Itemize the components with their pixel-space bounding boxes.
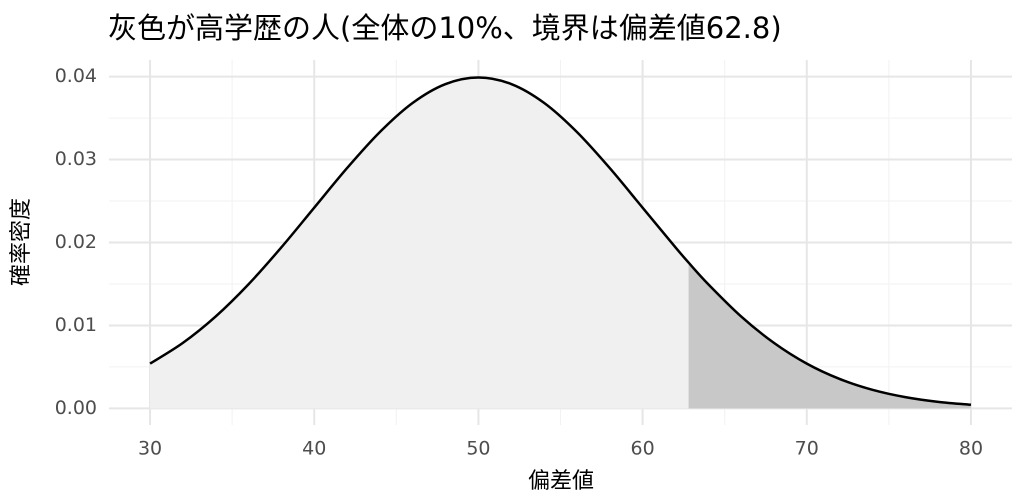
x-tick-label: 80 <box>959 438 983 460</box>
x-axis-title: 偏差値 <box>528 469 594 494</box>
chart-title: 灰色が高学歴の人(全体の10%、境界は偏差値62.8) <box>108 11 782 45</box>
y-tick-label: 0.02 <box>55 231 97 253</box>
x-tick-label: 50 <box>466 438 490 460</box>
y-tick-label: 0.04 <box>55 65 97 87</box>
area-fill <box>688 262 971 409</box>
x-tick-label: 60 <box>630 438 654 460</box>
y-tick-label: 0.01 <box>55 314 97 336</box>
density-line <box>149 76 972 407</box>
y-tick-label: 0.00 <box>55 397 97 419</box>
y-axis-title: 確率密度 <box>9 198 34 286</box>
x-tick-label: 40 <box>302 438 326 460</box>
area-fill <box>150 77 689 409</box>
y-tick-label: 0.03 <box>55 148 97 170</box>
x-tick-label: 30 <box>138 438 162 460</box>
x-tick-label: 70 <box>795 438 819 460</box>
